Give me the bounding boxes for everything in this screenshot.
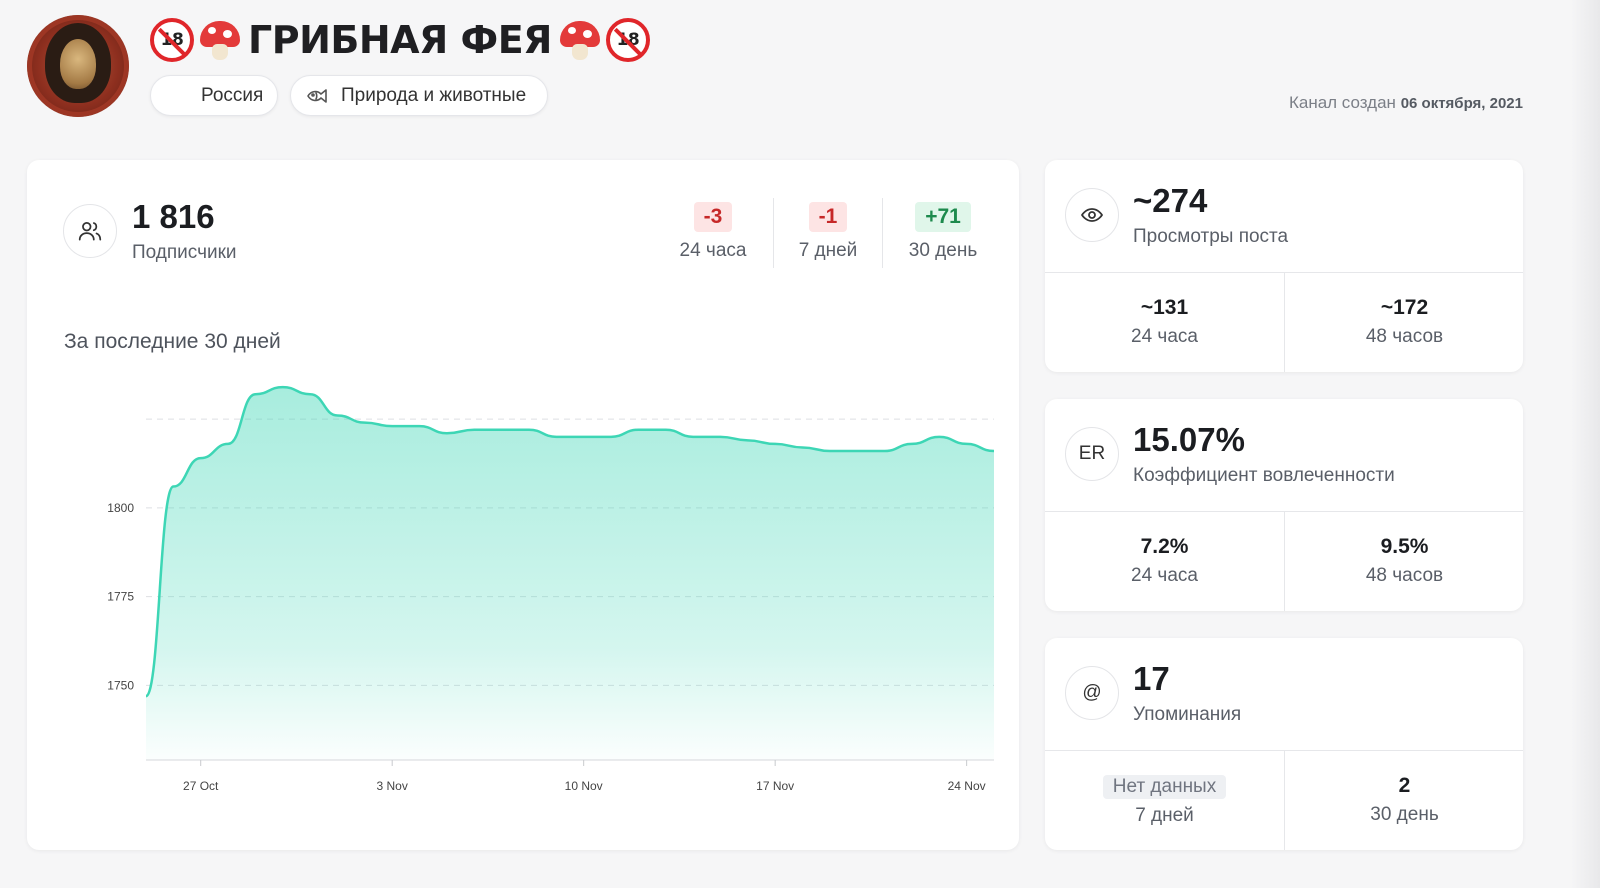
channel-created: Канал создан 06 октября, 2021 xyxy=(1289,93,1523,113)
views-value: ~274 xyxy=(1133,182,1208,219)
delta-7d: -1 7 дней xyxy=(793,202,863,262)
created-date: 06 октября, 2021 xyxy=(1400,95,1523,112)
mushroom-icon xyxy=(558,18,602,62)
x-tick-label: 10 Nov xyxy=(565,779,603,793)
channel-avatar xyxy=(27,15,129,117)
y-tick-label: 1800 xyxy=(107,501,134,515)
views-24h-value: ~131 xyxy=(1140,296,1189,319)
engagement-24h-label: 24 часа xyxy=(1131,565,1198,586)
engagement-24h-value: 7.2% xyxy=(1140,535,1189,558)
mentions-value: 17 xyxy=(1133,660,1170,697)
delta-24h: -3 24 часа xyxy=(675,202,751,262)
y-tick-label: 1750 xyxy=(107,678,134,692)
window-edge xyxy=(1570,0,1600,888)
no-data-badge: Нет данных xyxy=(1102,775,1227,799)
mentions-30d: 2 30 день xyxy=(1285,774,1524,826)
category-tag[interactable]: Природа и животные xyxy=(290,75,548,116)
mentions-7d-label: 7 дней xyxy=(1135,805,1194,826)
period-label: За последние 30 дней xyxy=(64,330,281,353)
views-48h: ~172 48 часов xyxy=(1285,296,1524,348)
channel-title-text: ГРИБНАЯ ФЕЯ xyxy=(248,18,552,62)
country-tag[interactable]: Россия xyxy=(150,75,278,116)
created-label: Канал создан xyxy=(1288,93,1396,112)
delta-30d: +71 30 день xyxy=(903,202,983,262)
engagement-48h-label: 48 часов xyxy=(1365,565,1444,586)
delta-7d-value: -1 xyxy=(808,202,848,232)
views-card: ~274 Просмотры поста ~131 24 часа ~172 4… xyxy=(1045,160,1523,372)
eye-icon xyxy=(1065,188,1119,242)
engagement-24h: 7.2% 24 часа xyxy=(1045,535,1284,587)
engagement-48h-value: 9.5% xyxy=(1380,535,1429,558)
delta-30d-label: 30 день xyxy=(908,240,978,261)
at-sign-icon: @ xyxy=(1065,666,1119,720)
engagement-card: ER 15.07% Коэффициент вовлеченности 7.2%… xyxy=(1045,399,1523,611)
channel-title: 18 ГРИБНАЯ ФЕЯ 18 xyxy=(150,18,650,62)
views-48h-value: ~172 xyxy=(1380,296,1429,319)
er-icon: ER xyxy=(1065,427,1119,481)
divider xyxy=(1284,750,1285,850)
engagement-48h: 9.5% 48 часов xyxy=(1285,535,1524,587)
x-tick-label: 3 Nov xyxy=(377,779,408,793)
fish-icon xyxy=(307,88,327,103)
subscribers-count: 1 816 xyxy=(132,198,215,235)
category-label: Природа и животные xyxy=(341,84,527,106)
subscribers-chart: 1750 1775 1800 27 Oct 3 Nov 10 Nov 17 Nov 24 No… xyxy=(107,385,995,793)
mentions-card: @ 17 Упоминания Нет данных 7 дней 2 30 д… xyxy=(1045,638,1523,850)
x-tick-label: 17 Nov xyxy=(756,779,794,793)
chart-area-fill xyxy=(146,387,994,760)
delta-24h-value: -3 xyxy=(693,202,733,232)
views-24h: ~131 24 часа xyxy=(1045,296,1284,348)
mentions-7d: Нет данных 7 дней xyxy=(1045,774,1284,827)
mentions-label: Упоминания xyxy=(1133,704,1242,725)
chart-series-line xyxy=(144,385,995,698)
mentions-30d-value: 2 xyxy=(1398,774,1411,797)
country-label: Россия xyxy=(201,84,264,106)
users-icon xyxy=(63,204,117,258)
views-label: Просмотры поста xyxy=(1133,226,1289,247)
mentions-30d-label: 30 день xyxy=(1370,804,1439,825)
views-48h-label: 48 часов xyxy=(1365,326,1444,347)
no-under-18-icon: 18 xyxy=(605,18,650,62)
avatar-face xyxy=(60,39,96,89)
delta-divider xyxy=(773,198,774,268)
y-tick-label: 1775 xyxy=(107,590,134,604)
divider xyxy=(1284,272,1285,372)
delta-7d-label: 7 дней xyxy=(798,240,858,261)
subscribers-card: 1 816 Подписчики -3 24 часа -1 7 дней +7… xyxy=(27,160,1019,850)
x-tick-label: 24 Nov xyxy=(948,779,986,793)
views-24h-label: 24 часа xyxy=(1131,326,1198,347)
divider xyxy=(1284,511,1285,611)
delta-24h-label: 24 часа xyxy=(679,240,747,261)
mushroom-icon xyxy=(198,18,242,62)
no-under-18-icon: 18 xyxy=(150,18,194,62)
avatar-ring xyxy=(27,15,129,117)
engagement-value: 15.07% xyxy=(1133,421,1245,458)
delta-30d-value: +71 xyxy=(915,202,971,232)
x-tick-label: 27 Oct xyxy=(183,779,219,793)
delta-divider xyxy=(882,198,883,268)
subscribers-label: Подписчики xyxy=(132,242,237,263)
engagement-label: Коэффициент вовлеченности xyxy=(1133,465,1395,486)
